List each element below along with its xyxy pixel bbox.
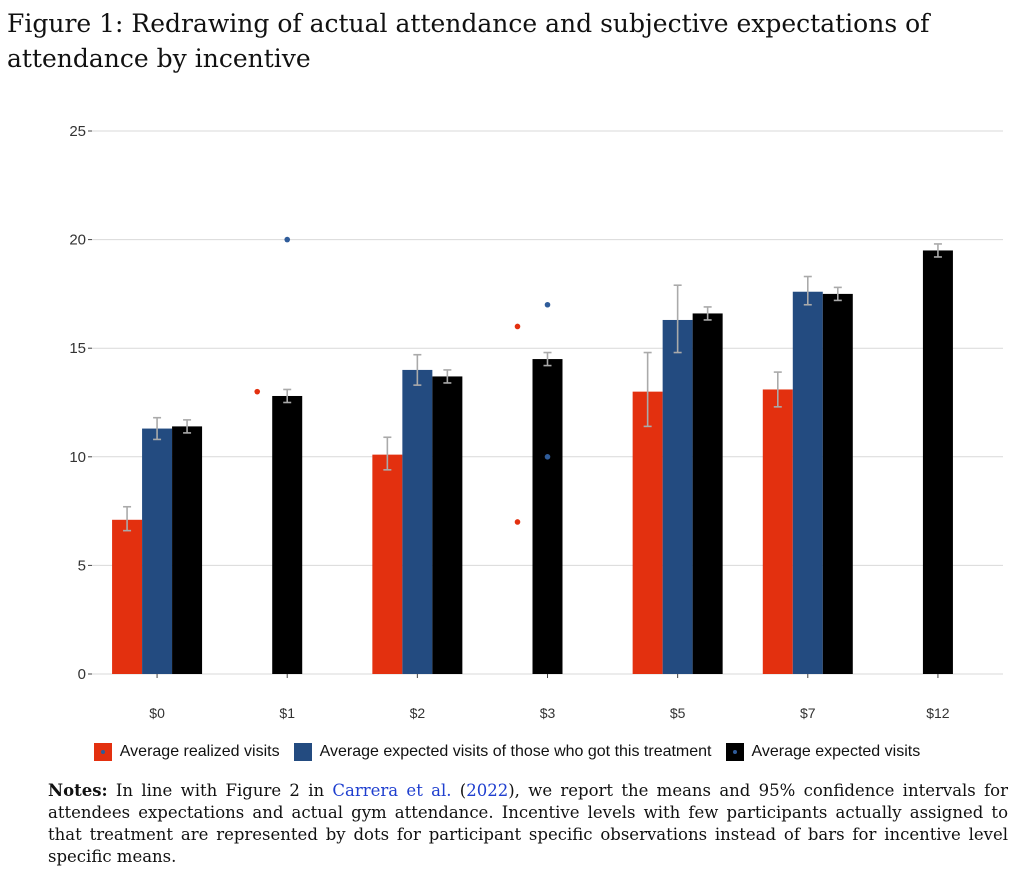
- point-expected_treated: [544, 301, 551, 308]
- figure-notes: Notes: In line with Figure 2 in Carrera …: [48, 780, 1008, 868]
- legend-key-realized: [93, 743, 112, 761]
- y-tick-label: 10: [69, 449, 86, 466]
- notes-heading: Notes:: [48, 781, 108, 800]
- x-tick-label: $0: [149, 705, 165, 721]
- y-tick-label: 25: [69, 123, 86, 140]
- point-expected_treated: [544, 454, 551, 460]
- legend-label-expected-treated: Average expected visits of those who got…: [319, 743, 712, 760]
- bar-realized: [112, 519, 143, 674]
- legend-item-realized: Average realized visits: [93, 743, 280, 761]
- legend-item-expected-treated: Average expected visits of those who got…: [293, 743, 712, 761]
- legend-key-expected-all: [725, 743, 744, 761]
- bar-realized: [762, 389, 793, 674]
- legend-label-realized: Average realized visits: [119, 743, 280, 760]
- notes-text-2: ), we report the means and 95% confidenc…: [48, 781, 1008, 866]
- x-tick-label: $2: [410, 705, 426, 721]
- bar-expected_all: [822, 293, 853, 674]
- bar-expected_all: [172, 426, 203, 674]
- y-tick-label: 5: [78, 557, 86, 574]
- notes-paren: (: [451, 781, 467, 800]
- bar-expected_all: [532, 359, 563, 674]
- bar-expected_all: [922, 250, 953, 674]
- bar-expected_treated: [402, 369, 433, 674]
- point-realized: [514, 323, 521, 330]
- x-tick-label: $7: [800, 705, 816, 721]
- bar-expected_all: [432, 376, 463, 674]
- bar-expected_treated: [142, 428, 173, 674]
- legend: Average realized visits Average expected…: [0, 738, 1014, 766]
- legend-key-dot: [100, 750, 105, 754]
- x-tick-label: $3: [540, 705, 556, 721]
- x-tick-label: $1: [279, 705, 295, 721]
- point-expected_treated: [284, 236, 291, 243]
- bar-expected_treated: [792, 291, 823, 674]
- y-tick-label: 0: [78, 666, 86, 683]
- bar-expected_treated: [662, 319, 693, 674]
- notes-text-1: In line with Figure 2 in: [107, 781, 333, 800]
- y-tick-label: 20: [69, 232, 86, 249]
- x-tick-label: $12: [926, 705, 950, 721]
- citation-link[interactable]: Carrera et al.: [332, 781, 452, 800]
- legend-key-dot: [732, 750, 737, 754]
- bar-realized: [632, 391, 663, 674]
- citation-year-link[interactable]: 2022: [466, 781, 509, 800]
- bar-realized: [372, 454, 403, 674]
- legend-key-expected-treated: [293, 743, 312, 761]
- legend-item-expected-all: Average expected visits: [725, 743, 921, 761]
- bar-expected_all: [272, 395, 303, 674]
- bar-chart: 0 5 10 15 20 25 $0 $1 $2 $3 $5 $7 $12: [69, 123, 1003, 721]
- bar-expected_all: [692, 313, 723, 674]
- point-realized: [514, 519, 521, 525]
- point-realized: [254, 388, 261, 395]
- legend-label-expected-all: Average expected visits: [751, 743, 921, 760]
- figure-caption: Figure 1: Redrawing of actual attendance…: [7, 9, 930, 73]
- y-tick-label: 15: [69, 340, 86, 357]
- x-tick-label: $5: [670, 705, 686, 721]
